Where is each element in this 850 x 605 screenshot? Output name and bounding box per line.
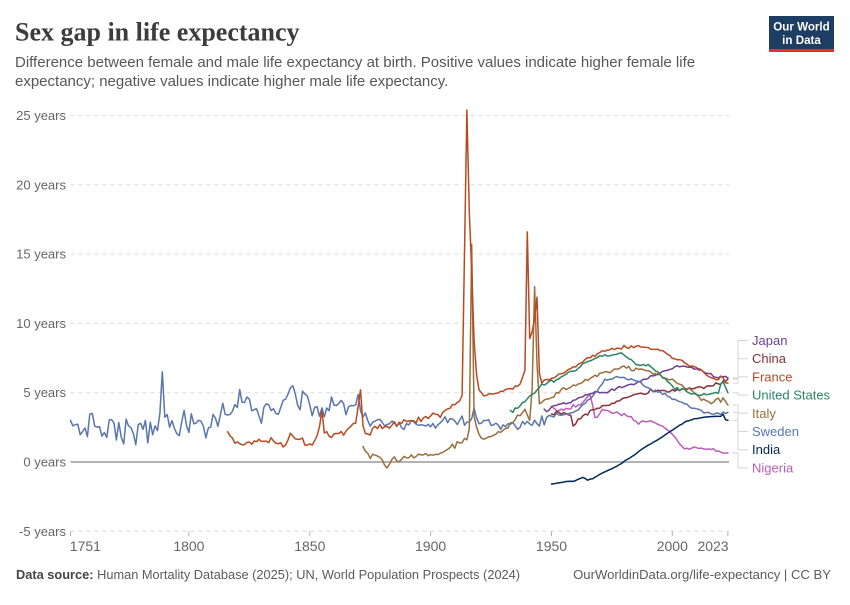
svg-text:Difference between female and: Difference between female and male life …	[15, 54, 695, 71]
svg-text:Sex gap in life expectancy: Sex gap in life expectancy	[15, 18, 300, 47]
svg-text:Nigeria: Nigeria	[752, 460, 794, 475]
svg-text:in Data: in Data	[782, 34, 821, 47]
svg-text:2000: 2000	[657, 538, 688, 554]
svg-text:China: China	[752, 351, 787, 366]
svg-text:Sweden: Sweden	[752, 424, 799, 439]
svg-text:expectancy; negative values in: expectancy; negative values indicate hig…	[15, 73, 448, 90]
svg-text:1850: 1850	[294, 538, 325, 554]
svg-text:1751: 1751	[70, 538, 101, 554]
svg-text:India: India	[752, 442, 781, 457]
svg-text:Italy: Italy	[752, 406, 776, 421]
svg-text:United States: United States	[752, 388, 831, 403]
svg-text:1950: 1950	[536, 538, 567, 554]
svg-text:5 years: 5 years	[23, 385, 66, 400]
svg-text:1800: 1800	[173, 538, 204, 554]
svg-text:25 years: 25 years	[16, 108, 66, 123]
svg-text:1900: 1900	[415, 538, 446, 554]
svg-text:Japan: Japan	[752, 333, 787, 348]
svg-text:Our World: Our World	[773, 21, 829, 34]
svg-text:15 years: 15 years	[16, 247, 66, 262]
svg-text:France: France	[752, 369, 792, 384]
svg-text:0 years: 0 years	[23, 455, 66, 470]
svg-text:-5 years: -5 years	[19, 524, 66, 539]
svg-text:OurWorldinData.org/life-expect: OurWorldinData.org/life-expectancy | CC …	[573, 567, 831, 582]
svg-text:2023: 2023	[697, 538, 728, 554]
svg-text:Data source: Human Mortality D: Data source: Human Mortality Database (2…	[16, 567, 520, 582]
svg-text:20 years: 20 years	[16, 177, 66, 192]
svg-text:10 years: 10 years	[16, 316, 66, 331]
